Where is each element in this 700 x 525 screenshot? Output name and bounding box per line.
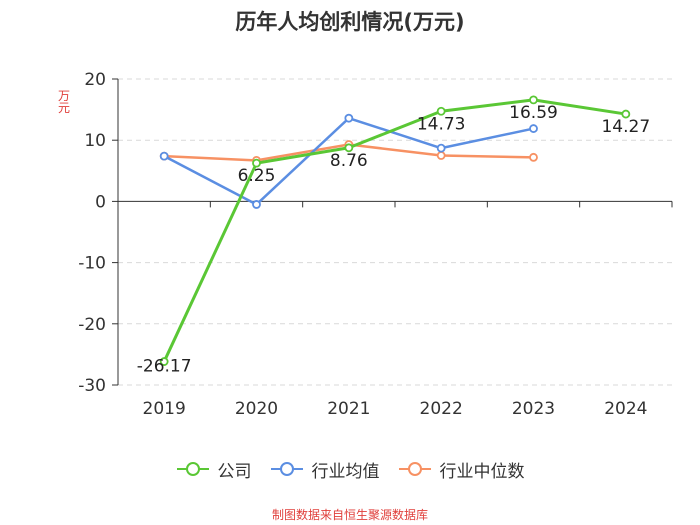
- legend-marker-industry-median-icon: [398, 462, 431, 476]
- data-label: 14.27: [601, 117, 650, 137]
- data-source-note: 制图数据来自恒生聚源数据库: [271, 508, 428, 522]
- y-tick-label: -30: [78, 376, 106, 396]
- x-tick-label: 2021: [327, 399, 370, 419]
- legend-item-industry-median[interactable]: 行业中位数: [398, 457, 525, 482]
- y-axis-unit-label: 万元: [57, 89, 70, 115]
- y-tick-label: 20: [84, 70, 106, 90]
- chart-title: 历年人均创利情况(万元): [235, 10, 465, 34]
- data-point: [436, 106, 446, 116]
- data-point: [436, 151, 446, 160]
- legend-item-industry-average[interactable]: 行业均值: [270, 457, 380, 482]
- x-tick-label: 2019: [143, 399, 186, 419]
- data-point: [252, 200, 261, 209]
- data-point: [529, 152, 538, 162]
- y-tick-label: -20: [78, 315, 106, 335]
- series-1: [159, 113, 538, 209]
- y-tick-label: 0: [95, 192, 106, 212]
- series-line: [162, 98, 627, 363]
- data-point: [159, 151, 169, 161]
- data-point: [621, 109, 631, 119]
- data-point: [344, 143, 354, 153]
- data-label: 14.73: [417, 114, 466, 134]
- legend-item-company[interactable]: 公司: [176, 457, 252, 482]
- chart-legend: 公司 行业均值 行业中位数: [0, 456, 700, 482]
- data-label: 8.76: [330, 151, 368, 171]
- x-tick-label: 2023: [512, 399, 555, 419]
- legend-marker-industry-average-icon: [270, 462, 303, 476]
- legend-label-industry-average: 行业均值: [311, 461, 380, 482]
- data-label: -26.17: [137, 357, 192, 377]
- data-point: [529, 95, 538, 105]
- y-tick-label: 10: [84, 131, 106, 151]
- series-0: [159, 95, 631, 366]
- data-point: [159, 357, 169, 366]
- data-label: 16.59: [509, 103, 558, 123]
- x-tick-label: 2024: [604, 399, 647, 419]
- data-point: [436, 143, 446, 153]
- legend-label-industry-median: 行业中位数: [439, 461, 525, 482]
- y-tick-label: -10: [78, 254, 106, 274]
- legend-label-company: 公司: [217, 461, 252, 482]
- x-tick-label: 2022: [420, 399, 463, 419]
- x-tick-label: 2020: [235, 399, 278, 419]
- data-point: [344, 113, 354, 123]
- data-point: [529, 124, 538, 133]
- legend-marker-company-icon: [176, 462, 209, 476]
- data-point: [252, 158, 261, 168]
- data-label: 6.25: [238, 166, 276, 186]
